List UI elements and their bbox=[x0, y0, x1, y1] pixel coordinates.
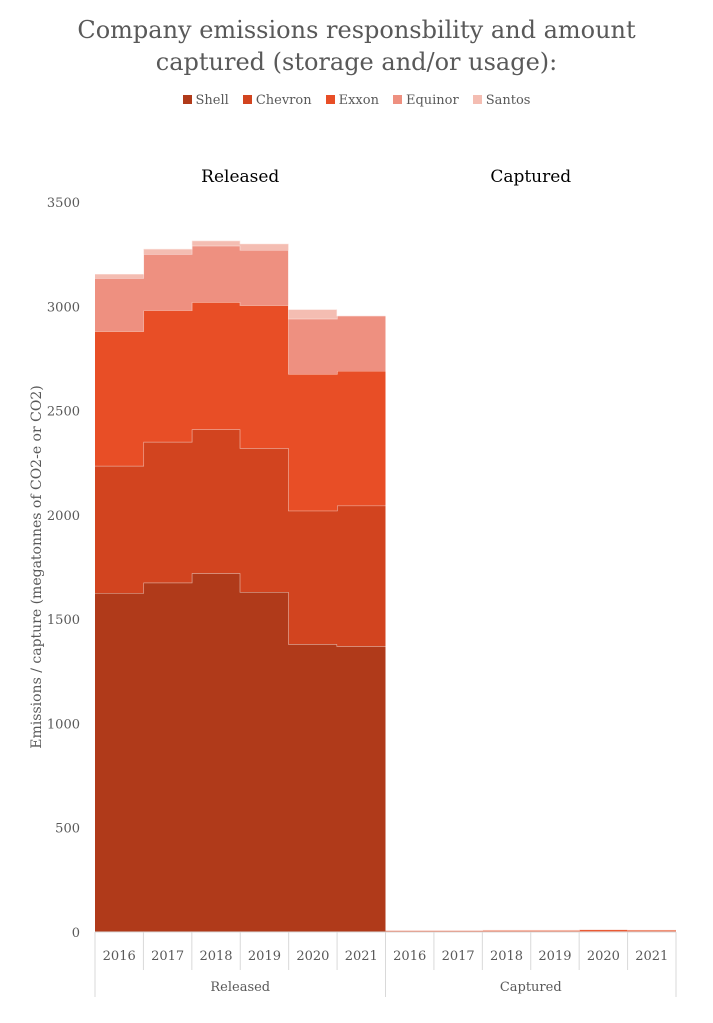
legend-item-exxon: Exxon bbox=[325, 93, 379, 108]
x-tick-label: 2018 bbox=[199, 949, 232, 964]
y-axis-label: Emissions / capture (megatonnes of CO2-e… bbox=[29, 385, 45, 748]
x-tick-label: 2018 bbox=[490, 949, 523, 964]
y-tick-label: 0 bbox=[72, 926, 80, 941]
x-tick-label: 2019 bbox=[248, 949, 281, 964]
area-edge-released-santos bbox=[95, 239, 386, 317]
legend-label: Exxon bbox=[338, 93, 379, 108]
legend-swatch bbox=[325, 95, 335, 104]
panel-title-captured: Captured bbox=[490, 167, 571, 187]
legend-swatch bbox=[472, 95, 482, 104]
x-group-label-captured: Captured bbox=[500, 980, 562, 995]
legend-label: Equinor bbox=[405, 93, 459, 108]
legend-item-chevron: Chevron bbox=[242, 93, 312, 108]
chart-title-line-2: captured (storage and/or usage): bbox=[155, 48, 558, 76]
area-released-equinor bbox=[95, 245, 386, 375]
y-tick-label: 500 bbox=[55, 822, 80, 837]
x-tick-label: 2017 bbox=[151, 949, 184, 964]
legend-item-santos: Santos bbox=[472, 93, 531, 108]
y-tick-label: 1500 bbox=[47, 613, 80, 628]
x-tick-label: 2016 bbox=[103, 949, 136, 964]
y-tick-label: 3000 bbox=[47, 300, 80, 315]
legend: Shell Chevron Exxon Equinor Santos bbox=[0, 93, 713, 108]
x-tick-label: 2019 bbox=[538, 949, 571, 964]
legend-swatch bbox=[242, 95, 252, 104]
legend-swatch bbox=[392, 95, 402, 104]
y-tick-label: 3500 bbox=[47, 196, 80, 211]
x-tick-label: 2017 bbox=[442, 949, 475, 964]
x-tick-label: 2021 bbox=[635, 949, 668, 964]
legend-item-equinor: Equinor bbox=[392, 93, 459, 108]
legend-item-shell: Shell bbox=[182, 93, 229, 108]
y-tick-label: 2000 bbox=[47, 509, 80, 524]
y-tick-label: 2500 bbox=[47, 405, 80, 420]
legend-label: Shell bbox=[195, 93, 229, 108]
area-released-shell bbox=[95, 573, 386, 932]
chart-title-line-1: Company emissions responsbility and amou… bbox=[77, 16, 636, 44]
x-tick-label: 2021 bbox=[345, 949, 378, 964]
legend-label: Santos bbox=[485, 93, 531, 108]
area-edge-captured-santos bbox=[385, 928, 676, 931]
chart-title: Company emissions responsbility and amou… bbox=[0, 14, 713, 78]
y-tick-label: 1000 bbox=[47, 717, 80, 732]
x-tick-label: 2020 bbox=[587, 949, 620, 964]
x-tick-label: 2020 bbox=[296, 949, 329, 964]
x-group-label-released: Released bbox=[210, 980, 270, 995]
legend-label: Chevron bbox=[255, 93, 312, 108]
legend-swatch bbox=[182, 95, 192, 104]
area-released-exxon bbox=[95, 302, 386, 511]
area-released-chevron bbox=[95, 429, 386, 647]
panel-title-released: Released bbox=[201, 167, 279, 187]
x-tick-label: 2016 bbox=[393, 949, 426, 964]
